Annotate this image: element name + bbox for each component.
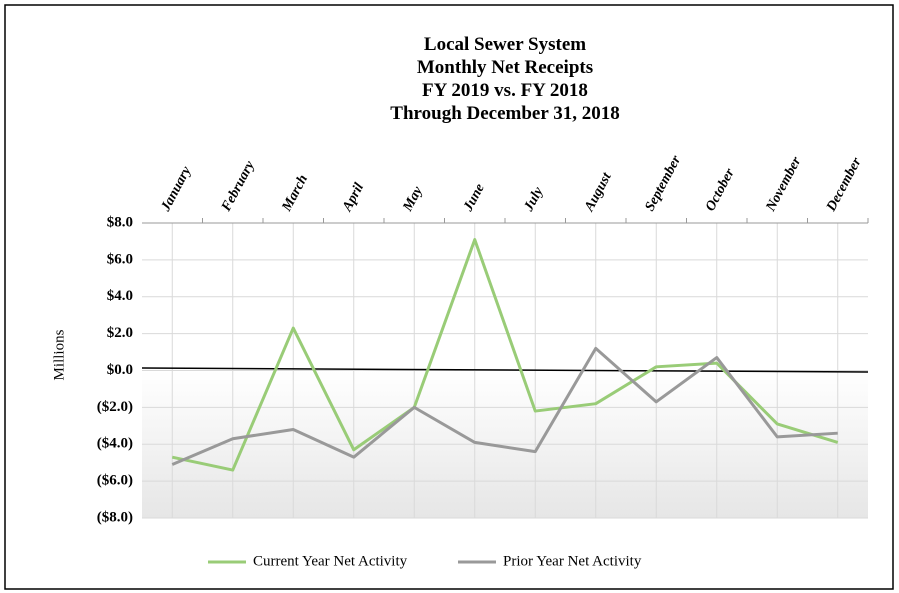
- legend: Current Year Net Activity Prior Year Net …: [208, 553, 642, 569]
- y-tick-label: $2.0: [107, 325, 133, 341]
- chart-title: Monthly Net Receipts: [417, 57, 593, 78]
- y-axis-label: Millions: [51, 329, 67, 380]
- y-tick-label: ($6.0): [97, 473, 133, 489]
- baseline: [141, 367, 869, 373]
- series-line: [171, 346, 838, 466]
- y-tick-label: $0.0: [107, 362, 133, 378]
- grid: [142, 218, 869, 519]
- legend-label: Current Year Net Activity: [253, 553, 408, 569]
- y-tick-label: $8.0: [107, 214, 133, 230]
- y-tick-label: ($2.0): [97, 399, 133, 415]
- chart-title: FY 2019 vs. FY 2018: [422, 80, 588, 101]
- chart-title: Through December 31, 2018: [390, 103, 619, 124]
- marks: [171, 238, 839, 472]
- legend-label: Prior Year Net Activity: [503, 553, 642, 569]
- y-tick-label: ($8.0): [97, 509, 133, 525]
- y-tick-label: ($4.0): [97, 436, 133, 452]
- chart-title: Local Sewer System: [424, 34, 586, 55]
- y-tick-label: $6.0: [107, 251, 133, 267]
- y-tick-label: $4.0: [107, 288, 133, 304]
